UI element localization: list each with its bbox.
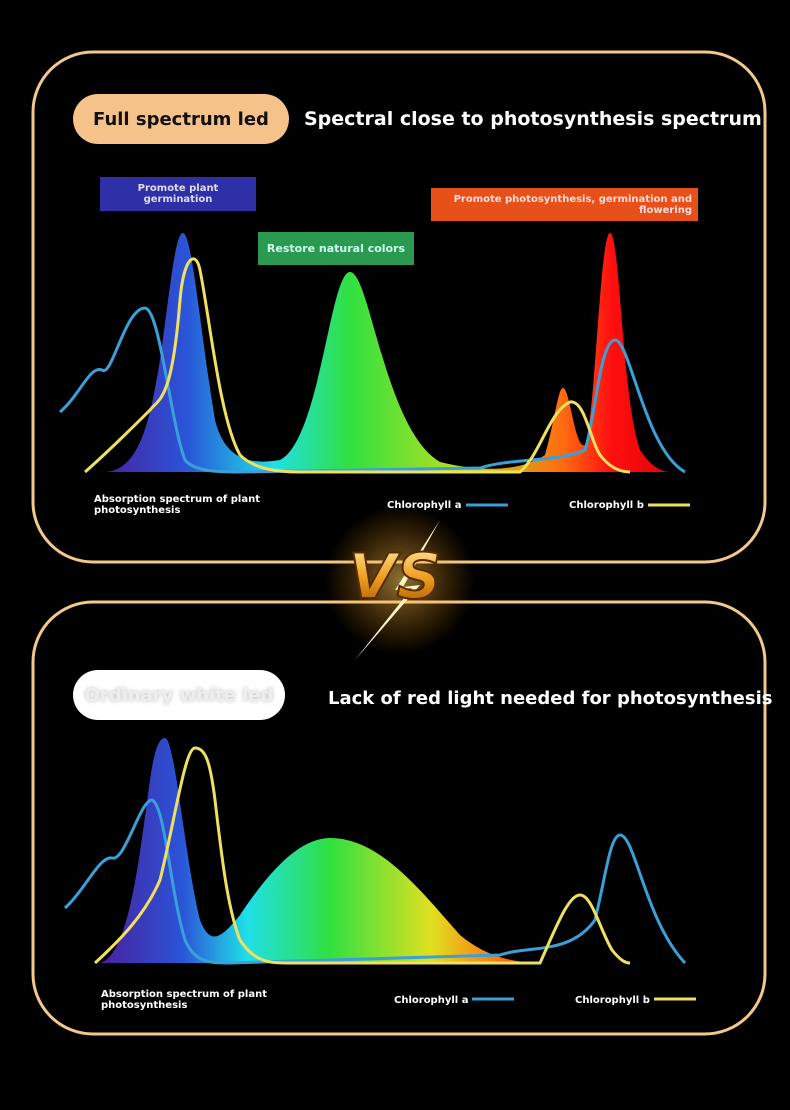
legend-text: Chlorophyll a [387, 500, 462, 511]
chlorophyll-a-curve [59, 306, 686, 474]
chlorophyll-a-curve [63, 798, 687, 965]
vs-text: VS [349, 540, 442, 613]
label: Promote plant germination [137, 183, 219, 205]
label: Promote photosynthesis, germination and … [453, 193, 692, 216]
label-bg [100, 177, 256, 211]
panel-frame [31, 600, 767, 1036]
legend-text: Chlorophyll b [569, 500, 644, 511]
label-bg [431, 188, 698, 221]
label: Restore natural colors [266, 242, 406, 255]
legend-text: Chlorophyll a [394, 995, 469, 1006]
legend-text: Chlorophyll b [575, 995, 650, 1006]
badge-bg [73, 94, 289, 144]
badge: Full spectrum led [93, 108, 269, 130]
label-bg [258, 232, 414, 265]
lightning [355, 520, 440, 660]
legend-text: Absorption spectrum of plant photosynthe… [94, 494, 260, 516]
led-spectrum [105, 233, 670, 472]
legend-text: Absorption spectrum of plant photosynthe… [101, 989, 267, 1011]
chlorophyll-b-curve [84, 257, 631, 474]
chlorophyll-b-curve [93, 746, 631, 965]
vs-glow [325, 505, 475, 655]
heading: Lack of red light needed for photosynthe… [328, 688, 773, 709]
led-spectrum [100, 738, 545, 963]
badge: Ordinary white led [84, 684, 274, 706]
badge-bg [73, 670, 285, 720]
heading: Spectral close to photosynthesis spectru… [304, 108, 762, 130]
